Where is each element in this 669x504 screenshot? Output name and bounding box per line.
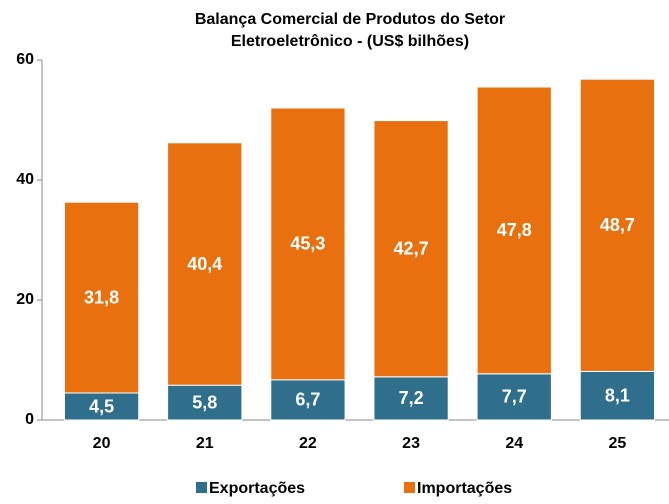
value-label: 6,7 (295, 390, 320, 410)
bar-segment (476, 86, 552, 375)
bar-segment (167, 384, 243, 421)
value-label: 5,8 (192, 392, 217, 412)
bar-segment (476, 373, 552, 421)
x-tick-label: 21 (196, 435, 214, 452)
bar-segment (63, 201, 140, 394)
x-tick-label: 22 (299, 435, 317, 452)
chart-title: Eletroeletrônico - (US$ bilhões) (231, 33, 469, 50)
value-label: 48,7 (600, 215, 635, 235)
bar-segment (270, 107, 346, 381)
bar-segment (167, 142, 243, 386)
value-label: 4,5 (89, 396, 114, 416)
value-label: 7,2 (399, 388, 424, 408)
y-tick-label: 0 (25, 411, 34, 428)
value-label: 8,1 (605, 385, 630, 405)
x-tick-label: 25 (609, 435, 627, 452)
value-label: 7,7 (502, 387, 527, 407)
y-tick-label: 20 (16, 291, 34, 308)
value-label: 47,8 (497, 220, 532, 240)
chart-title: Balança Comercial de Produtos do Setor (195, 11, 505, 28)
value-label: 45,3 (290, 234, 325, 254)
bar-segment (373, 120, 449, 378)
x-tick-label: 20 (93, 435, 111, 452)
x-tick-label: 24 (505, 435, 523, 452)
bar-segment (63, 392, 140, 421)
value-label: 42,7 (394, 238, 429, 258)
legend-label: Importações (417, 480, 512, 497)
legend-swatch (196, 482, 207, 493)
bar-segment (579, 78, 656, 372)
y-tick-label: 40 (16, 171, 34, 188)
value-label: 31,8 (84, 287, 119, 307)
bar-segment (373, 376, 449, 421)
bar-segment (579, 370, 656, 421)
legend-label: Exportações (209, 480, 305, 497)
legend-swatch (404, 482, 415, 493)
bar-segment (270, 379, 346, 421)
y-tick-label: 60 (16, 51, 34, 68)
value-label: 40,4 (187, 254, 222, 274)
x-tick-label: 23 (402, 435, 420, 452)
